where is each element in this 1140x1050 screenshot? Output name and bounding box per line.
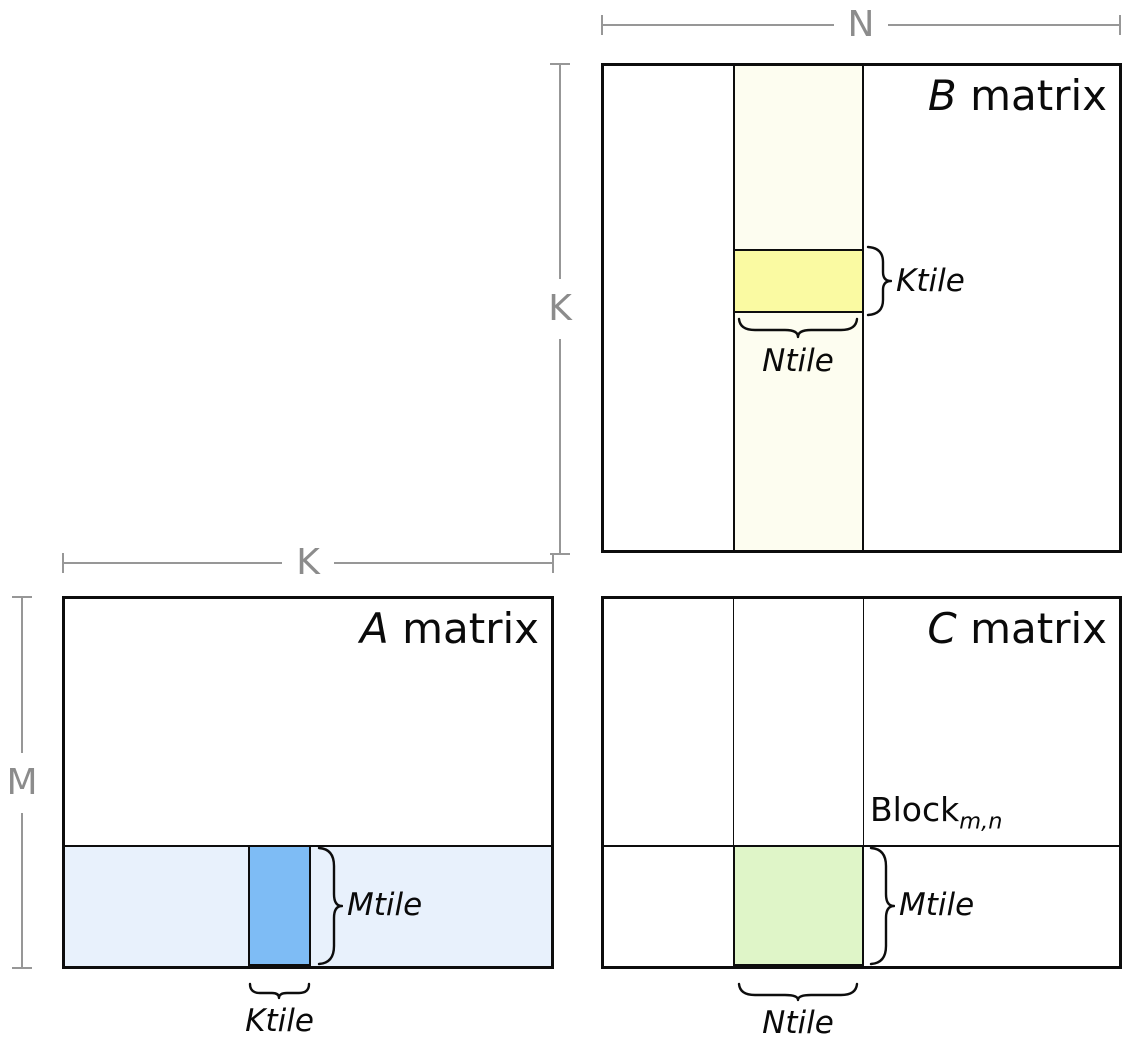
c-matrix-title-suffix: matrix [956, 604, 1107, 653]
b-ntile-label: Ntile [762, 343, 834, 379]
c-block-text: Block [870, 790, 960, 829]
dimension-line-segment [559, 339, 561, 555]
c-matrix-letter: C [927, 604, 957, 653]
b-matrix-ktile-block [733, 249, 864, 313]
c-matrix-column-guides [733, 599, 864, 966]
c-mtile-label: Mtile [899, 887, 975, 923]
b-matrix: B matrix [601, 63, 1122, 553]
c-matrix-block-tile [733, 845, 864, 966]
curly-brace-under-icon [248, 982, 311, 1000]
a-mtile-brace [317, 846, 343, 966]
dimension-line-n: N [601, 7, 1121, 43]
c-block-label: Blockm,n [870, 790, 1002, 833]
c-matrix-title: C matrix [927, 604, 1107, 653]
b-ntile-brace [737, 317, 859, 339]
a-ktile-brace [248, 982, 311, 1000]
c-ntile-brace [737, 982, 859, 1002]
c-matrix: Blockm,n C matrix [601, 596, 1122, 969]
a-ktile-label: Ktile [245, 1003, 314, 1039]
curly-brace-right-icon [317, 846, 343, 966]
curly-brace-right-icon [866, 245, 892, 317]
dimension-label-k-b: K [548, 288, 572, 329]
dimension-line-segment [21, 812, 23, 969]
dimension-line-segment [333, 562, 555, 564]
a-mtile-label: Mtile [347, 887, 423, 923]
b-matrix-title-suffix: matrix [956, 71, 1107, 120]
c-mtile-brace [869, 846, 895, 966]
b-matrix-letter: B [927, 71, 957, 120]
a-matrix-letter: A [360, 604, 389, 653]
curly-brace-right-icon [869, 846, 895, 966]
c-block-subscript: m,n [959, 808, 1003, 835]
b-matrix-title: B matrix [927, 71, 1107, 120]
dimension-label-k-a: K [296, 542, 320, 583]
c-ntile-label: Ntile [762, 1005, 834, 1041]
dimension-line-k-b: K [548, 63, 572, 555]
dimension-line-segment [559, 63, 561, 279]
curly-brace-under-icon [737, 982, 859, 1002]
a-matrix-ktile-block [248, 845, 311, 966]
dimension-line-segment [888, 24, 1121, 26]
b-ktile-brace [866, 245, 892, 317]
dimension-line-k-a: K [62, 545, 555, 581]
dimension-line-segment [601, 24, 834, 26]
dimension-label-m: M [6, 761, 38, 803]
dimension-label-n: N [847, 4, 875, 45]
curly-brace-under-icon [737, 317, 859, 339]
a-matrix-title: A matrix [360, 604, 539, 653]
b-ktile-label: Ktile [896, 263, 965, 299]
dimension-line-segment [21, 596, 23, 753]
a-matrix-title-suffix: matrix [388, 604, 539, 653]
dimension-line-m: M [6, 596, 38, 969]
dimension-line-segment [62, 562, 283, 564]
a-matrix: A matrix [62, 596, 554, 969]
